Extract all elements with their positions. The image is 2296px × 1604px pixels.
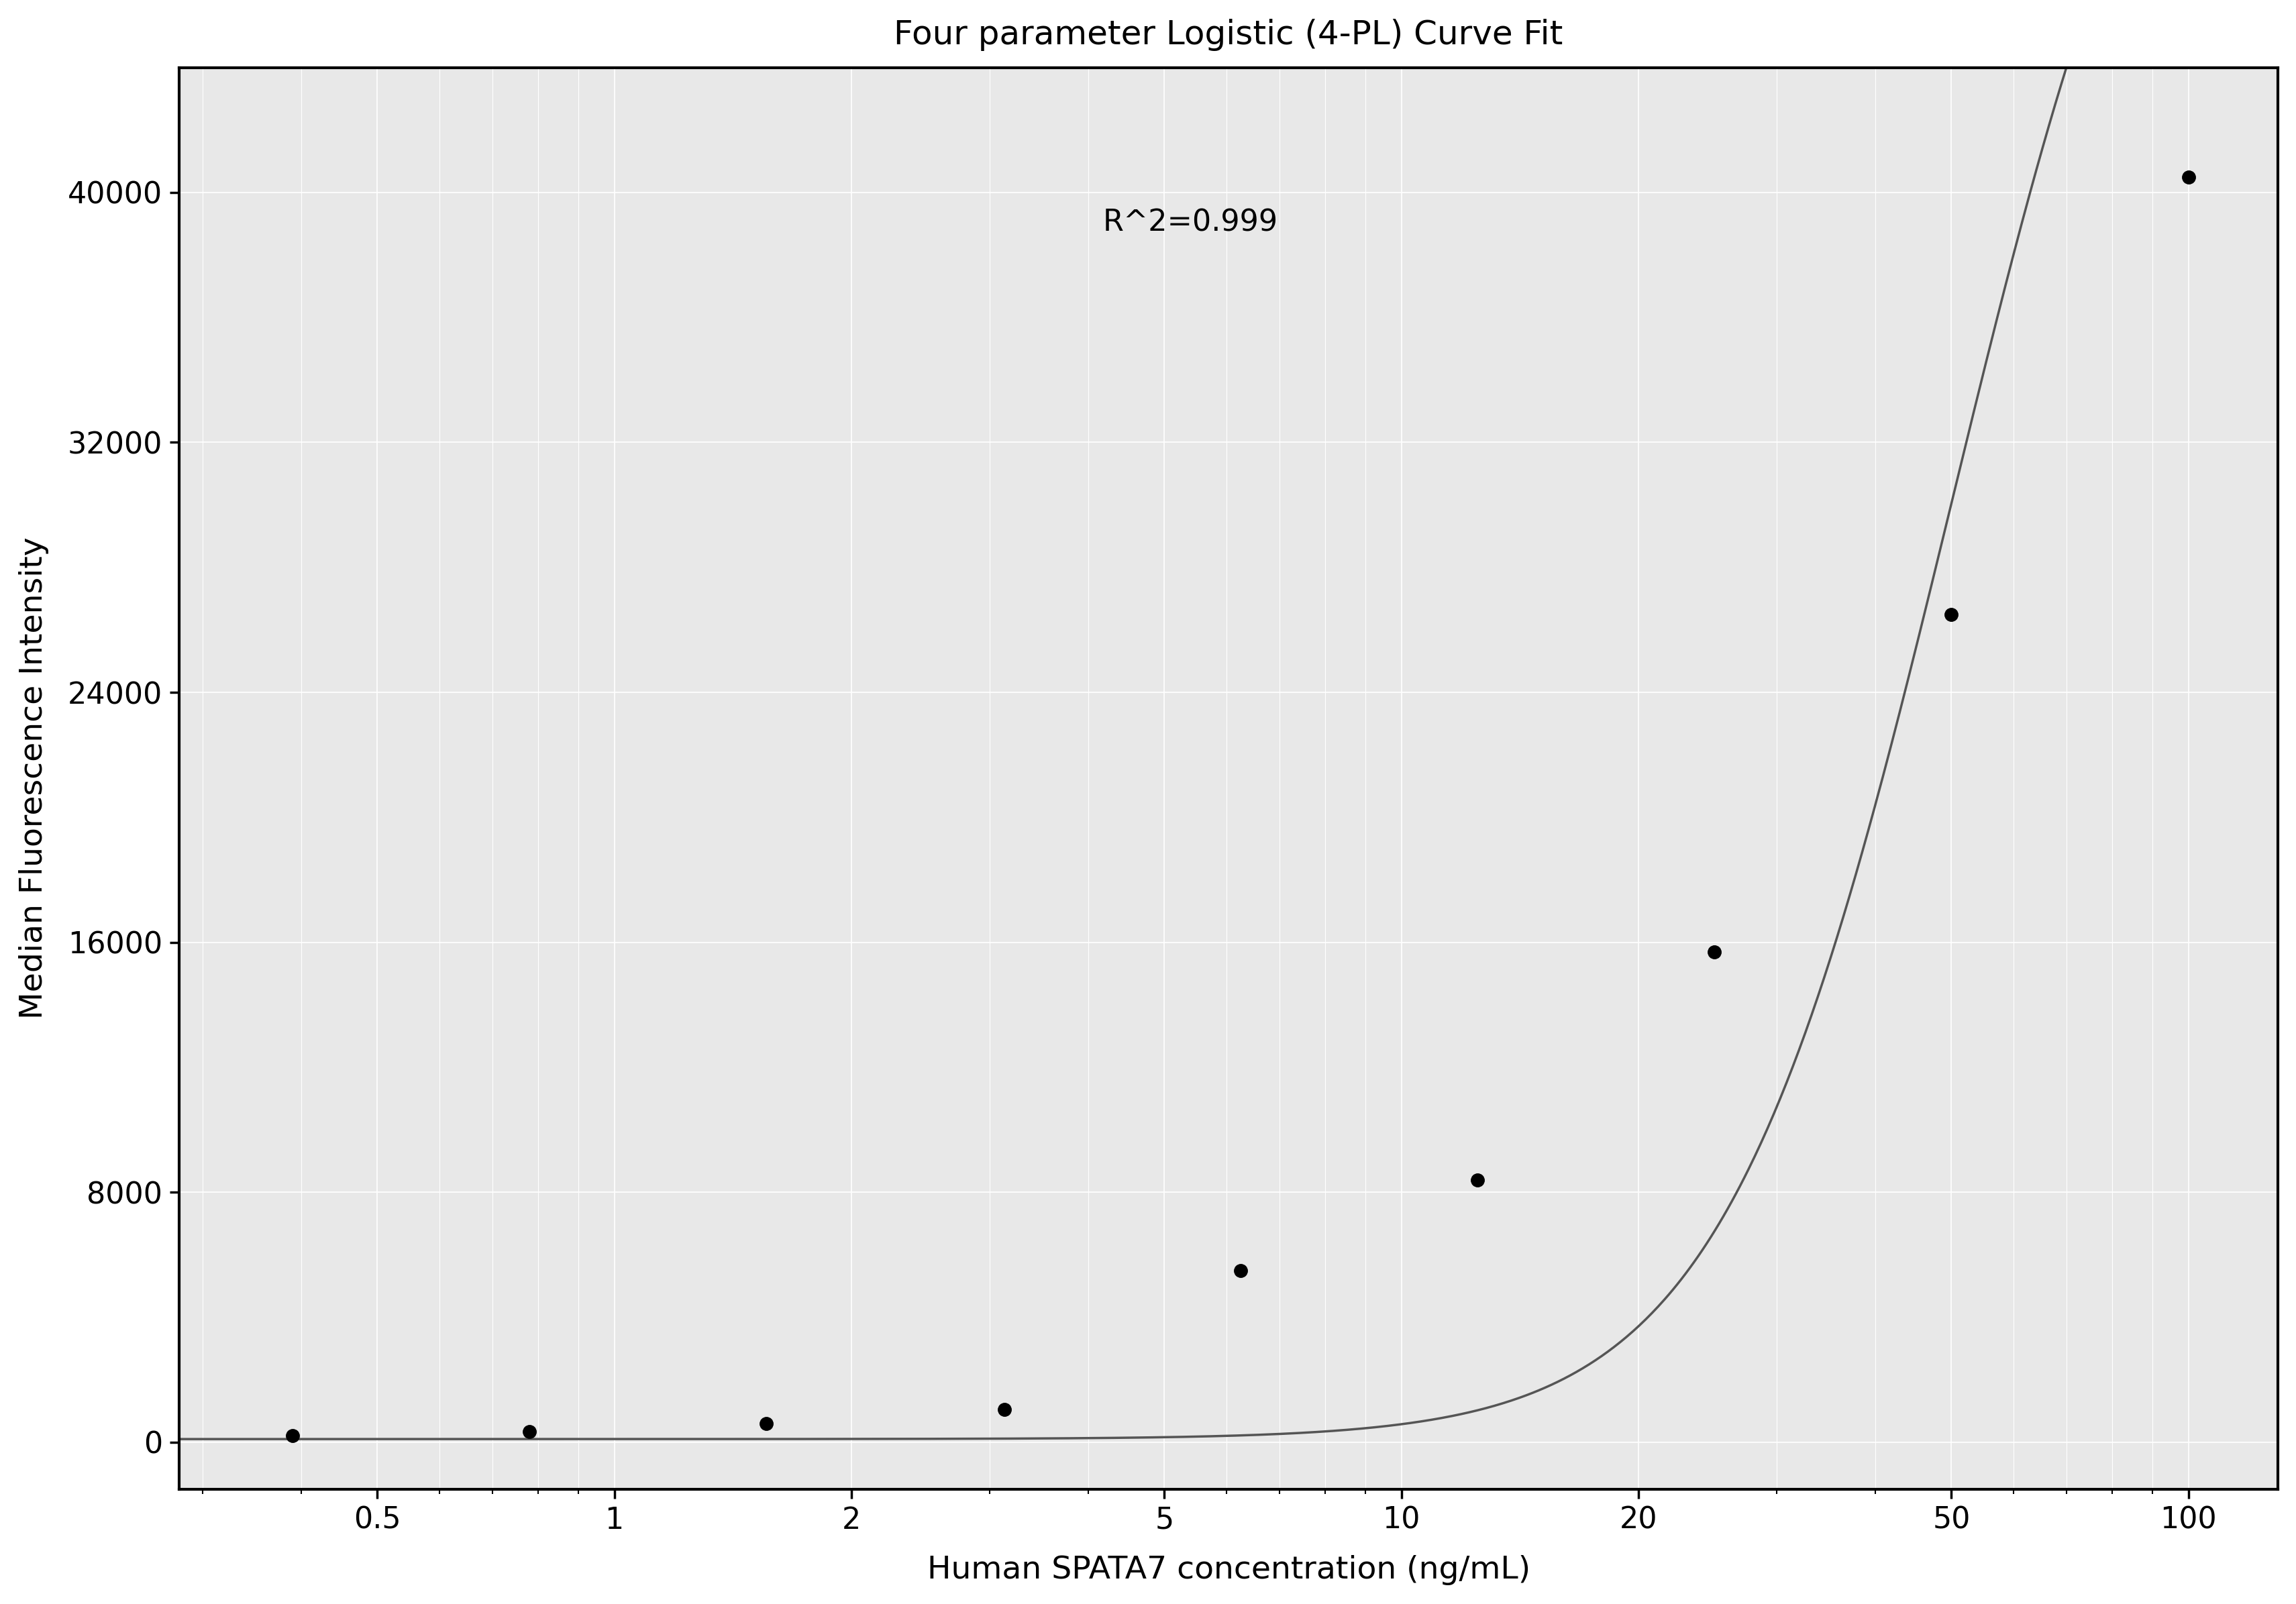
X-axis label: Human SPATA7 concentration (ng/mL): Human SPATA7 concentration (ng/mL)	[928, 1556, 1529, 1585]
Point	[1933, 602, 1970, 627]
Point	[748, 1410, 785, 1436]
Point	[510, 1418, 546, 1444]
Point	[985, 1397, 1022, 1423]
Point	[1458, 1166, 1495, 1192]
Title: Four parameter Logistic (4-PL) Curve Fit: Four parameter Logistic (4-PL) Curve Fit	[893, 19, 1564, 51]
Point	[1221, 1258, 1258, 1283]
Point	[1697, 938, 1733, 964]
Text: R^2=0.999: R^2=0.999	[1102, 209, 1277, 237]
Y-axis label: Median Fluorescence Intensity: Median Fluorescence Intensity	[18, 537, 48, 1019]
Point	[2170, 164, 2206, 189]
Point	[273, 1423, 310, 1448]
